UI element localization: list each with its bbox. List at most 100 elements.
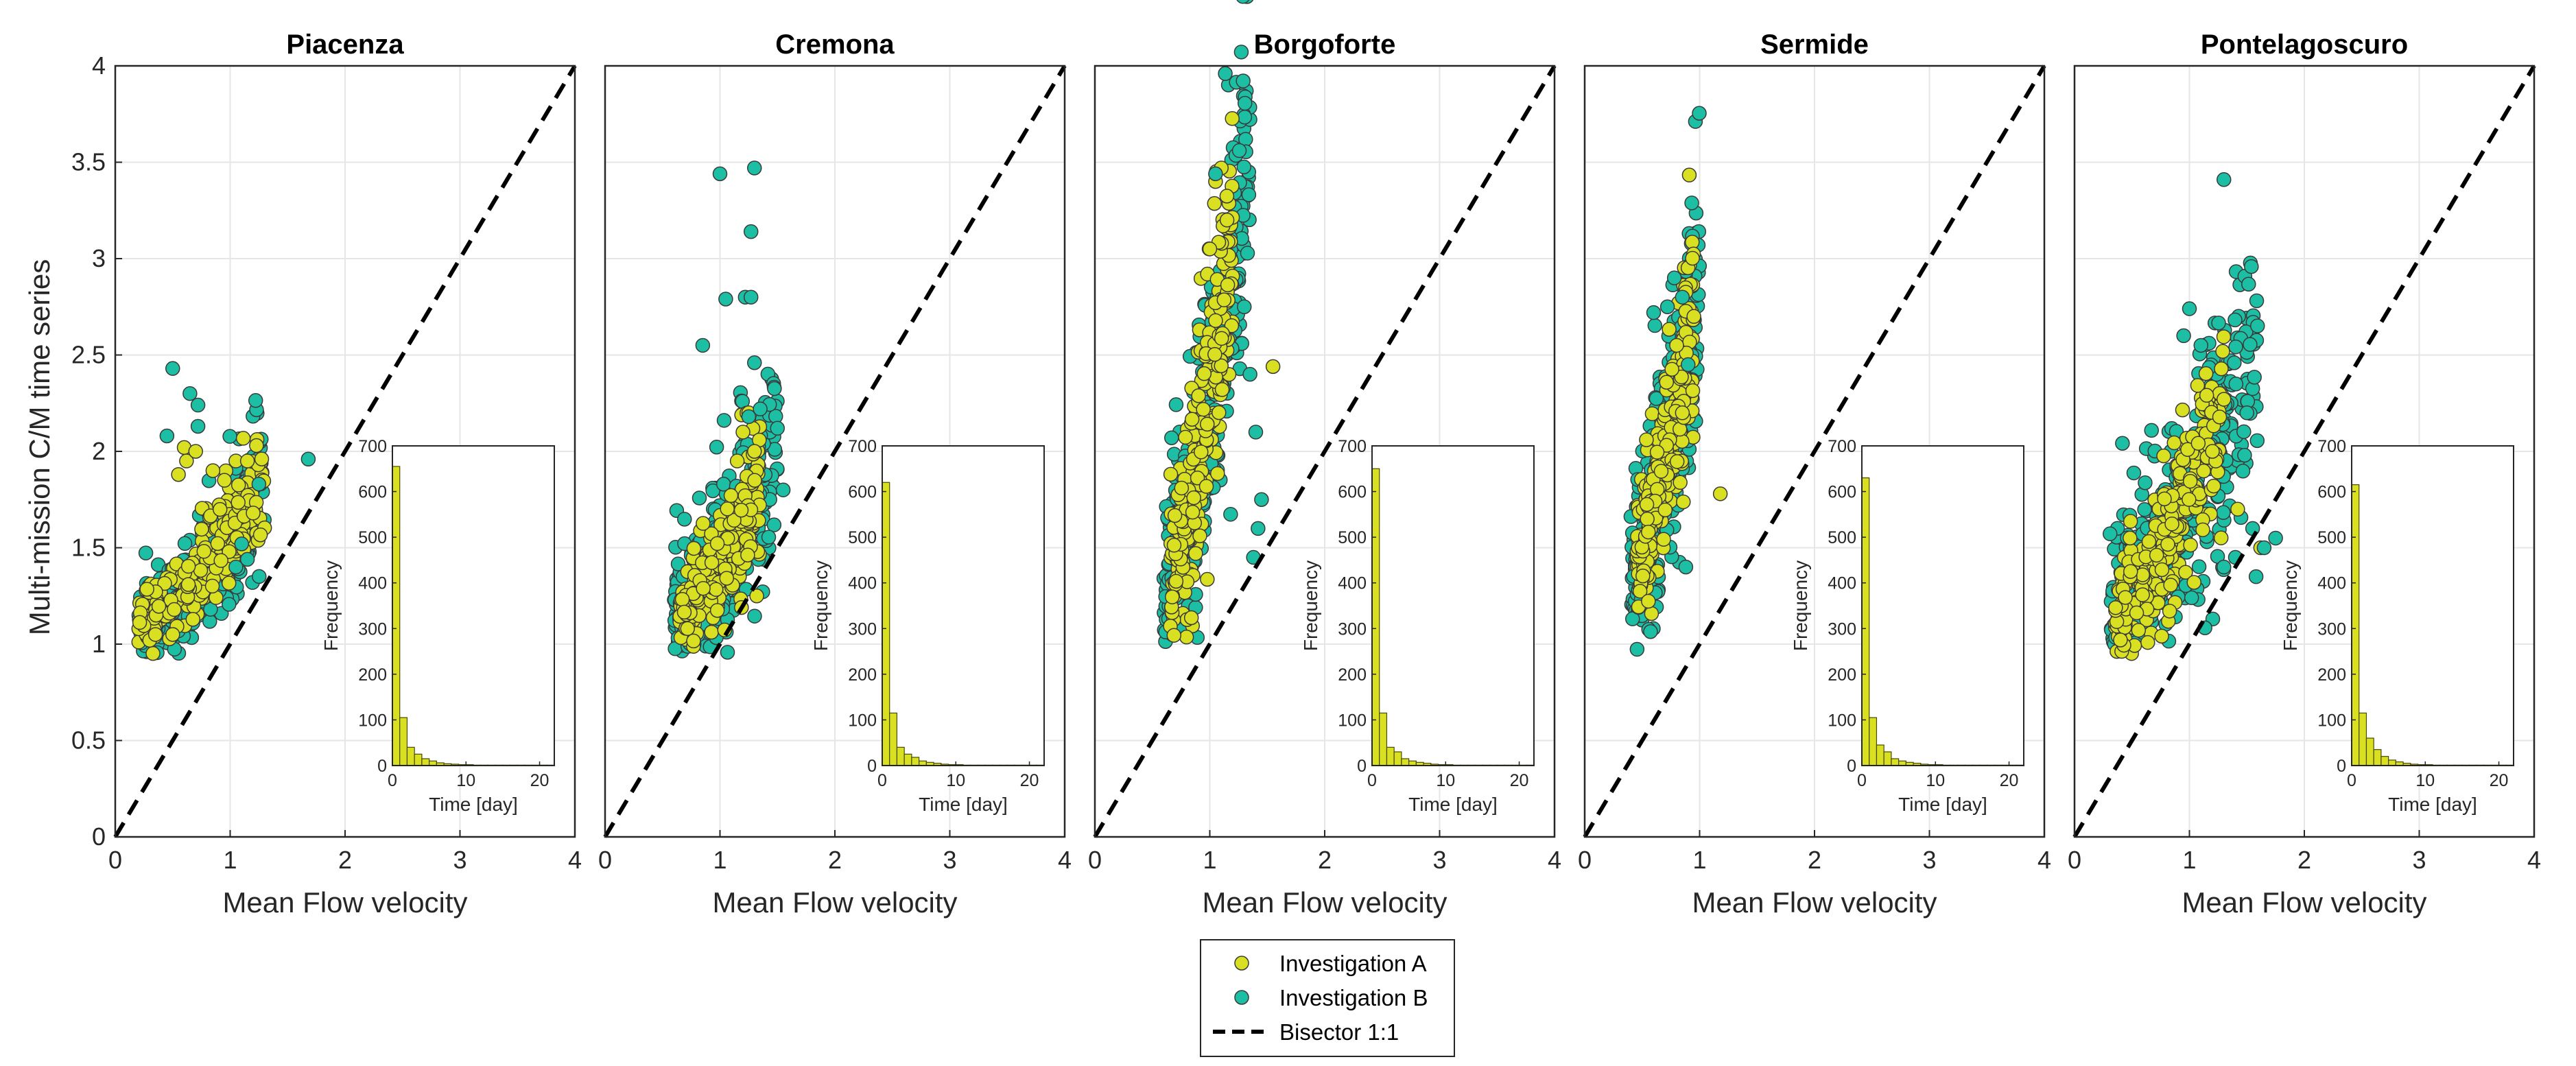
inset-y-axis-label: Frequency: [1790, 560, 1811, 651]
point-investigation-a: [1657, 502, 1673, 518]
inset-y-tick-label: 300: [358, 619, 387, 639]
inset-x-tick-label: 10: [946, 771, 965, 790]
point-investigation-b: [1675, 289, 1690, 305]
point-investigation-b: [2182, 301, 2197, 316]
legend-entry-label: Investigation A: [1279, 951, 1427, 976]
histogram-bar: [414, 753, 423, 766]
point-investigation-a: [1653, 464, 1669, 479]
point-investigation-b: [1681, 357, 1696, 372]
legend-entry-label: Investigation B: [1279, 985, 1428, 1010]
point-investigation-b: [2243, 337, 2258, 352]
x-tick-label: 2: [1318, 846, 1332, 874]
point-investigation-b: [747, 608, 762, 624]
point-investigation-b: [182, 386, 198, 401]
x-tick-label: 0: [2068, 846, 2081, 874]
inset-y-tick-label: 600: [358, 483, 387, 502]
point-investigation-b: [2236, 424, 2252, 440]
inset-background: [1372, 446, 1534, 766]
point-investigation-a: [720, 501, 735, 517]
x-tick-label: 4: [2037, 846, 2051, 874]
point-investigation-a: [249, 438, 264, 453]
bisector-line: [113, 64, 577, 838]
inset-y-axis-label: Frequency: [2280, 560, 2301, 651]
point-investigation-b: [2191, 559, 2207, 574]
point-investigation-a: [2182, 492, 2197, 507]
point-investigation-b: [718, 292, 733, 307]
inset-y-tick-label: 300: [1828, 619, 1856, 639]
point-investigation-a: [2212, 410, 2228, 425]
point-investigation-a: [2190, 436, 2206, 451]
inset-y-tick-label: 0: [1357, 757, 1367, 776]
point-investigation-a: [2163, 578, 2178, 593]
inset-y-tick-label: 0: [377, 757, 387, 776]
y-tick-label: 0.5: [71, 726, 106, 755]
inset-y-tick-label: 300: [848, 619, 877, 639]
inset-y-tick-label: 600: [1338, 483, 1367, 502]
point-investigation-b: [2248, 569, 2264, 584]
inset-y-axis-label: Frequency: [1300, 560, 1321, 651]
point-investigation-a: [2215, 344, 2230, 359]
inset-x-axis-label: Time [day]: [1898, 794, 1987, 815]
point-investigation-a: [1669, 454, 1685, 469]
inset-background: [882, 446, 1044, 766]
point-investigation-a: [1639, 497, 1655, 512]
inset-y-tick-label: 0: [1847, 757, 1856, 776]
point-investigation-a: [1190, 470, 1205, 486]
point-investigation-a: [246, 506, 261, 521]
histogram-bar: [903, 753, 912, 766]
histogram-bar: [911, 757, 920, 766]
point-investigation-b: [1236, 0, 1250, 4]
point-investigation-a: [1214, 331, 1229, 346]
point-investigation-b: [248, 393, 263, 408]
point-investigation-a: [235, 431, 251, 446]
point-investigation-b: [716, 413, 732, 428]
histogram-bar: [1379, 712, 1388, 766]
point-investigation-b: [712, 166, 728, 182]
point-investigation-a: [1179, 629, 1194, 645]
point-investigation-a: [1194, 445, 1209, 460]
point-investigation-b: [741, 409, 757, 425]
point-investigation-a: [1681, 167, 1697, 182]
point-investigation-a: [2123, 564, 2138, 579]
legend-entry-label: Bisector 1:1: [1279, 1019, 1399, 1045]
point-investigation-a: [221, 576, 237, 591]
point-investigation-a: [1216, 292, 1232, 307]
point-investigation-b: [1643, 624, 1658, 639]
point-investigation-a: [696, 516, 711, 531]
point-investigation-a: [1212, 405, 1227, 421]
inset-y-tick-label: 0: [867, 757, 877, 776]
point-investigation-a: [1210, 466, 1225, 482]
point-investigation-a: [2175, 402, 2190, 418]
panel-title: Sermide: [1760, 29, 1869, 60]
inset-x-tick-label: 20: [2000, 771, 2019, 790]
point-investigation-b: [2216, 505, 2231, 520]
point-investigation-a: [1675, 405, 1690, 421]
x-tick-label: 3: [453, 846, 466, 874]
y-tick-label: 2: [92, 437, 106, 465]
point-investigation-a: [740, 547, 755, 562]
panel-title: Piacenza: [286, 29, 404, 60]
x-axis-label: Mean Flow velocity: [1202, 886, 1447, 919]
point-investigation-b: [2217, 172, 2232, 187]
inset-y-tick-label: 600: [2317, 483, 2346, 502]
histogram-bar: [2380, 756, 2389, 766]
point-investigation-b: [222, 429, 237, 444]
point-investigation-a: [231, 477, 246, 493]
point-investigation-a: [719, 571, 734, 586]
point-investigation-a: [2160, 536, 2175, 552]
legend-marker: [1234, 956, 1249, 971]
point-investigation-b: [1241, 187, 1257, 202]
x-tick-label: 1: [2182, 846, 2196, 874]
point-investigation-a: [1207, 196, 1222, 211]
inset-x-axis-label: Time [day]: [2388, 794, 2477, 815]
point-investigation-a: [2206, 478, 2221, 494]
point-investigation-b: [300, 451, 316, 466]
point-investigation-a: [2154, 628, 2169, 644]
point-investigation-b: [1208, 166, 1223, 182]
x-axis-label: Mean Flow velocity: [2182, 886, 2426, 919]
point-investigation-a: [2183, 537, 2198, 553]
inset-x-tick-label: 10: [1436, 771, 1455, 790]
point-investigation-a: [1673, 475, 1688, 490]
